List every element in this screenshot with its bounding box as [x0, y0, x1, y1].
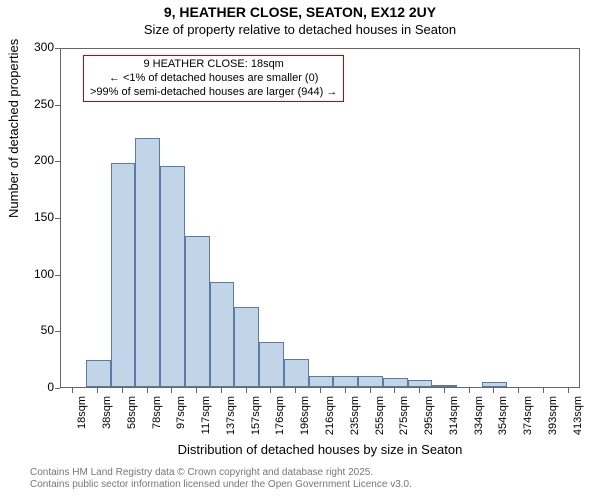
- x-tick-mark: [394, 388, 395, 393]
- y-tick-label: 0: [6, 380, 54, 394]
- bar: [482, 382, 507, 387]
- x-tick-mark: [295, 388, 296, 393]
- x-tick-mark: [196, 388, 197, 393]
- bar: [210, 282, 235, 387]
- y-axis-label-text: Number of detached properties: [6, 39, 21, 218]
- x-tick-mark: [568, 388, 569, 393]
- bar: [86, 360, 111, 387]
- chart-container: 9, HEATHER CLOSE, SEATON, EX12 2UY Size …: [0, 0, 600, 500]
- bar: [234, 307, 259, 387]
- x-tick-mark: [370, 388, 371, 393]
- y-axis-label: Number of detached properties: [6, 39, 21, 218]
- annotation-box: 9 HEATHER CLOSE: 18sqm ← <1% of detached…: [83, 55, 344, 102]
- x-tick-mark: [147, 388, 148, 393]
- x-tick-mark: [518, 388, 519, 393]
- y-tick-label: 50: [6, 323, 54, 337]
- y-tick-label: 100: [6, 267, 54, 281]
- bar: [432, 385, 457, 387]
- x-tick-mark: [97, 388, 98, 393]
- bar: [358, 376, 383, 387]
- x-tick-mark: [72, 388, 73, 393]
- x-tick-mark: [345, 388, 346, 393]
- x-tick-mark: [221, 388, 222, 393]
- bar: [111, 163, 136, 387]
- bar: [333, 376, 358, 387]
- bar: [408, 380, 433, 387]
- x-tick-mark: [469, 388, 470, 393]
- x-tick-mark: [419, 388, 420, 393]
- bar: [185, 236, 210, 387]
- annotation-line-smaller: ← <1% of detached houses are smaller (0): [90, 72, 337, 86]
- bar: [284, 359, 309, 387]
- x-tick-mark: [122, 388, 123, 393]
- annotation-title: 9 HEATHER CLOSE: 18sqm: [90, 58, 337, 72]
- y-tick-label: 300: [6, 40, 54, 54]
- bar: [259, 342, 284, 387]
- x-tick-mark: [444, 388, 445, 393]
- bar: [383, 378, 408, 387]
- y-tick-label: 200: [6, 153, 54, 167]
- x-tick-mark: [171, 388, 172, 393]
- y-tick-label: 250: [6, 97, 54, 111]
- footer-line-1: Contains HM Land Registry data © Crown c…: [30, 467, 373, 479]
- y-tick-mark: [55, 388, 60, 389]
- x-tick-mark: [320, 388, 321, 393]
- bar: [309, 376, 334, 387]
- annotation-line-larger: >99% of semi-detached houses are larger …: [90, 86, 337, 100]
- bar: [160, 166, 185, 387]
- x-axis-label: Distribution of detached houses by size …: [60, 442, 580, 457]
- y-tick-label: 150: [6, 210, 54, 224]
- bar: [135, 138, 160, 387]
- footer-line-2: Contains public sector information licen…: [30, 479, 412, 491]
- x-tick-mark: [270, 388, 271, 393]
- x-tick-mark: [493, 388, 494, 393]
- x-tick-mark: [543, 388, 544, 393]
- chart-subtitle: Size of property relative to detached ho…: [0, 22, 600, 37]
- x-tick-mark: [246, 388, 247, 393]
- chart-title: 9, HEATHER CLOSE, SEATON, EX12 2UY: [0, 4, 600, 20]
